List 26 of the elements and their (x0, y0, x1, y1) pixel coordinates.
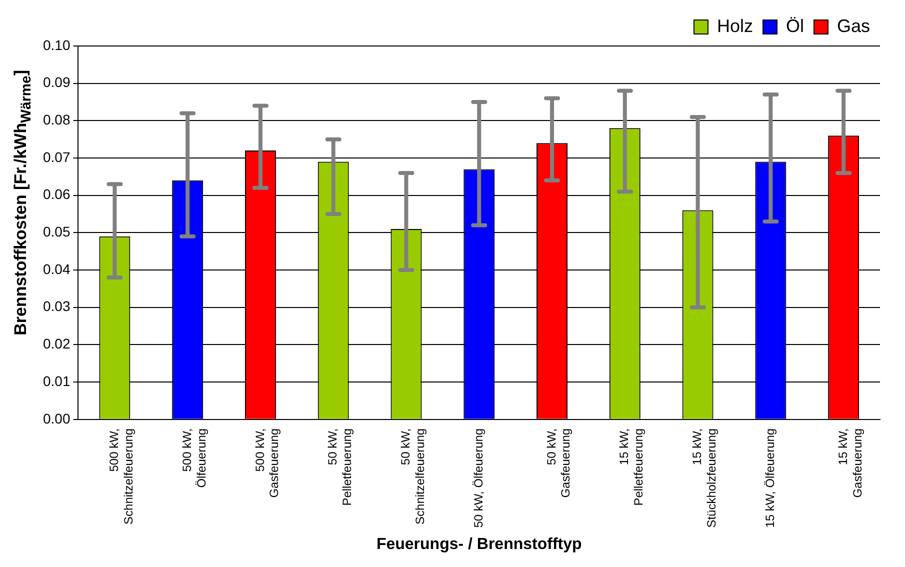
x-tick-label: 15 kW, Stückholzfeuerung (690, 428, 718, 528)
y-tick-label: 0.02 (43, 336, 70, 352)
y-tick-label: 0.05 (43, 224, 70, 240)
x-tick-label: 500 kW, Gasfeuerung (252, 428, 282, 498)
y-tick-label: 0.07 (43, 148, 70, 165)
x-tick-label: 50 kW, Gasfeuerung (544, 428, 573, 498)
x-tick-label: 15 kW, Gasfeuerung (836, 428, 864, 498)
y-tick-label: 0.03 (43, 298, 70, 314)
y-tick-label: 0.01 (43, 372, 70, 389)
legend-label: Holz (716, 16, 753, 36)
x-tick-label: 15 kW, Ölfeuerung (762, 428, 777, 528)
y-tick-label: 0.00 (43, 410, 70, 426)
x-axis-title: Feuerungs- / Brennstofftyp (376, 536, 582, 553)
x-tick-label: 500 kW, Schnitzelfeuerung (107, 428, 136, 524)
x-tick-label: 50 kW, Schnitzelfeuerung (398, 428, 427, 524)
y-tick-label: 0.08 (43, 112, 70, 128)
legend-label: Öl (786, 16, 804, 36)
x-tick-label: 15 kW, Pelletfeuerung (617, 428, 646, 506)
y-tick-label: 0.06 (43, 186, 70, 202)
x-tick-label: 500 kW, Ölfeuerung (180, 428, 208, 488)
y-tick-label: 0.09 (43, 74, 70, 90)
y-tick-label: 0.04 (43, 260, 70, 277)
x-tick-label: 50 kW, Ölfeuerung (471, 428, 486, 528)
x-tick-label: 50 kW, Pelletfeuerung (326, 428, 354, 506)
y-tick-label: 0.10 (43, 36, 70, 53)
legend-label: Gas (836, 16, 870, 36)
